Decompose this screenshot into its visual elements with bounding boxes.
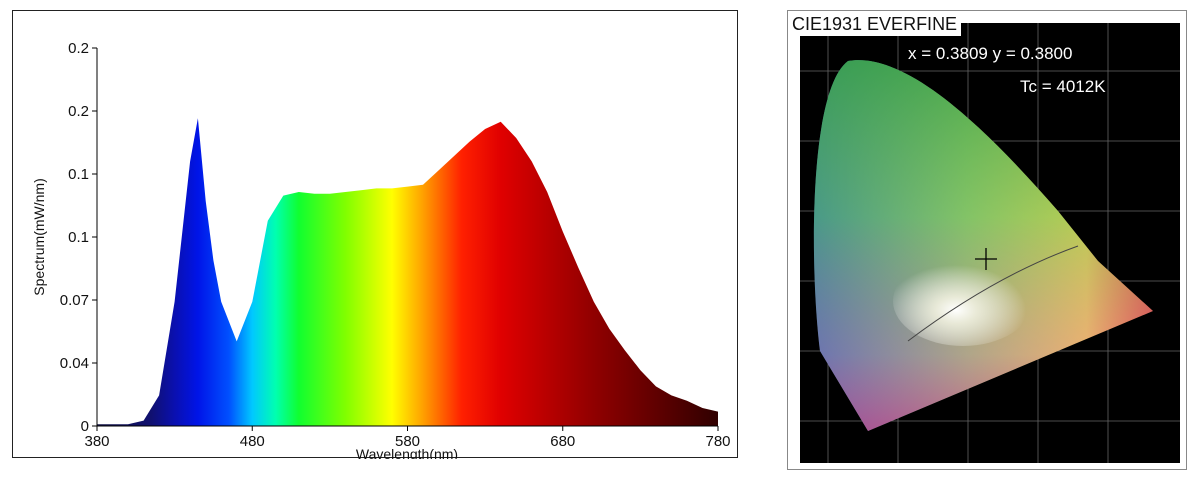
spectrum-chart: 0 0.04 0.07 0.1 0.1 0.2 0.2 380 480 580 680 780 Wav… — [31, 40, 731, 462]
y-tick-label: 0.04 — [60, 355, 89, 372]
planckian-locus — [907, 245, 1079, 342]
y-axis-label: Spectrum(mW/nm) — [31, 178, 47, 295]
x-tick-label: 680 — [550, 433, 575, 450]
cie-chromaticity-diagram — [800, 23, 1180, 463]
y-tick-label: 0.1 — [68, 229, 89, 246]
y-tick-label: 0.2 — [68, 103, 89, 120]
measured-point-crosshair-icon — [975, 248, 997, 270]
y-tick-label: 0.07 — [60, 292, 89, 309]
x-tick-label: 780 — [705, 433, 730, 450]
y-tick-label: 0 — [81, 418, 89, 435]
x-tick-label: 580 — [395, 433, 420, 450]
spectrum-chart-panel: 0 0.04 0.07 0.1 0.1 0.2 0.2 380 480 580 680 780 Wav… — [12, 10, 738, 462]
x-axis-label: Wavelength(nm) — [356, 446, 458, 459]
chromaticity-coordinates: x = 0.3809 y = 0.3800 — [908, 44, 1073, 63]
x-tick-label: 380 — [84, 433, 109, 450]
spectrum-area — [97, 118, 718, 426]
cie-title: CIE1931 EVERFINE — [788, 13, 962, 36]
color-temperature: Tc = 4012K — [1020, 77, 1106, 96]
y-tick-label: 0.2 — [68, 40, 89, 57]
x-tick-label: 480 — [240, 433, 265, 450]
y-tick-label: 0.1 — [68, 166, 89, 183]
cie-diagram-panel: CIE1931 EVERFINE x = 0.3809 y = 0.3800 T… — [787, 10, 1187, 470]
